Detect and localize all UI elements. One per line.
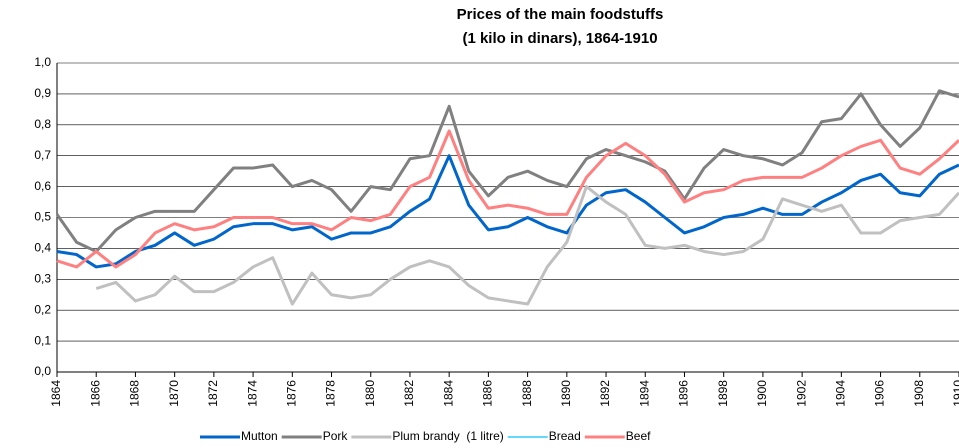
x-tick-label: 1876	[284, 380, 298, 407]
x-tick-label: 1888	[520, 380, 534, 407]
x-tick-label: 1892	[598, 380, 612, 407]
legend-label: Bread	[549, 429, 581, 443]
x-tick-label: 1900	[755, 380, 769, 407]
x-tick-label: 1890	[559, 380, 573, 407]
x-tick-label: 1884	[441, 380, 455, 407]
chart-subtitle: (1 kilo in dinars), 1864-1910	[462, 30, 657, 47]
x-tick-label: 1874	[245, 380, 259, 407]
x-tick-label: 1894	[637, 380, 651, 407]
y-tick-label: 0,6	[34, 179, 51, 193]
x-tick-label: 1864	[49, 380, 63, 407]
legend-label: Plum brandy (1 litre)	[392, 429, 503, 443]
legend-label: Pork	[323, 429, 349, 443]
x-tick-label: 1902	[794, 380, 808, 407]
y-tick-label: 0,5	[34, 210, 51, 224]
y-tick-label: 0,2	[34, 302, 51, 316]
series-line	[95, 185, 959, 306]
x-tick-label: 1908	[912, 380, 926, 407]
y-tick-label: 0,4	[34, 241, 51, 255]
x-tick-label: 1880	[363, 380, 377, 407]
x-tick-label: 1870	[167, 380, 181, 407]
x-tick-label: 1882	[402, 380, 416, 407]
y-tick-label: 0,8	[34, 117, 51, 131]
legend-label: Beef	[626, 429, 651, 443]
x-tick-label: 1866	[88, 380, 102, 407]
x-tick-label: 1904	[834, 380, 848, 407]
x-tick-label: 1896	[677, 380, 691, 407]
x-tick-label: 1910	[951, 380, 959, 407]
y-tick-label: 0,1	[34, 333, 51, 347]
y-tick-label: 1,0	[34, 55, 51, 69]
y-tick-label: 0,3	[34, 271, 51, 285]
x-tick-label: 1906	[873, 380, 887, 407]
x-tick-label: 1868	[128, 380, 142, 407]
x-tick-label: 1878	[324, 380, 338, 407]
series-line	[56, 154, 959, 269]
series-line	[55, 89, 959, 253]
series-line	[56, 129, 959, 269]
x-tick-label: 1872	[206, 380, 220, 407]
legend-label: Mutton	[241, 429, 278, 443]
chart-title: Prices of the main foodstuffs	[457, 6, 664, 23]
y-tick-label: 0,7	[34, 148, 51, 162]
x-tick-label: 1886	[481, 380, 495, 407]
y-tick-label: 0,0	[34, 364, 51, 378]
x-tick-label: 1898	[716, 380, 730, 407]
y-tick-label: 0,9	[34, 86, 51, 100]
